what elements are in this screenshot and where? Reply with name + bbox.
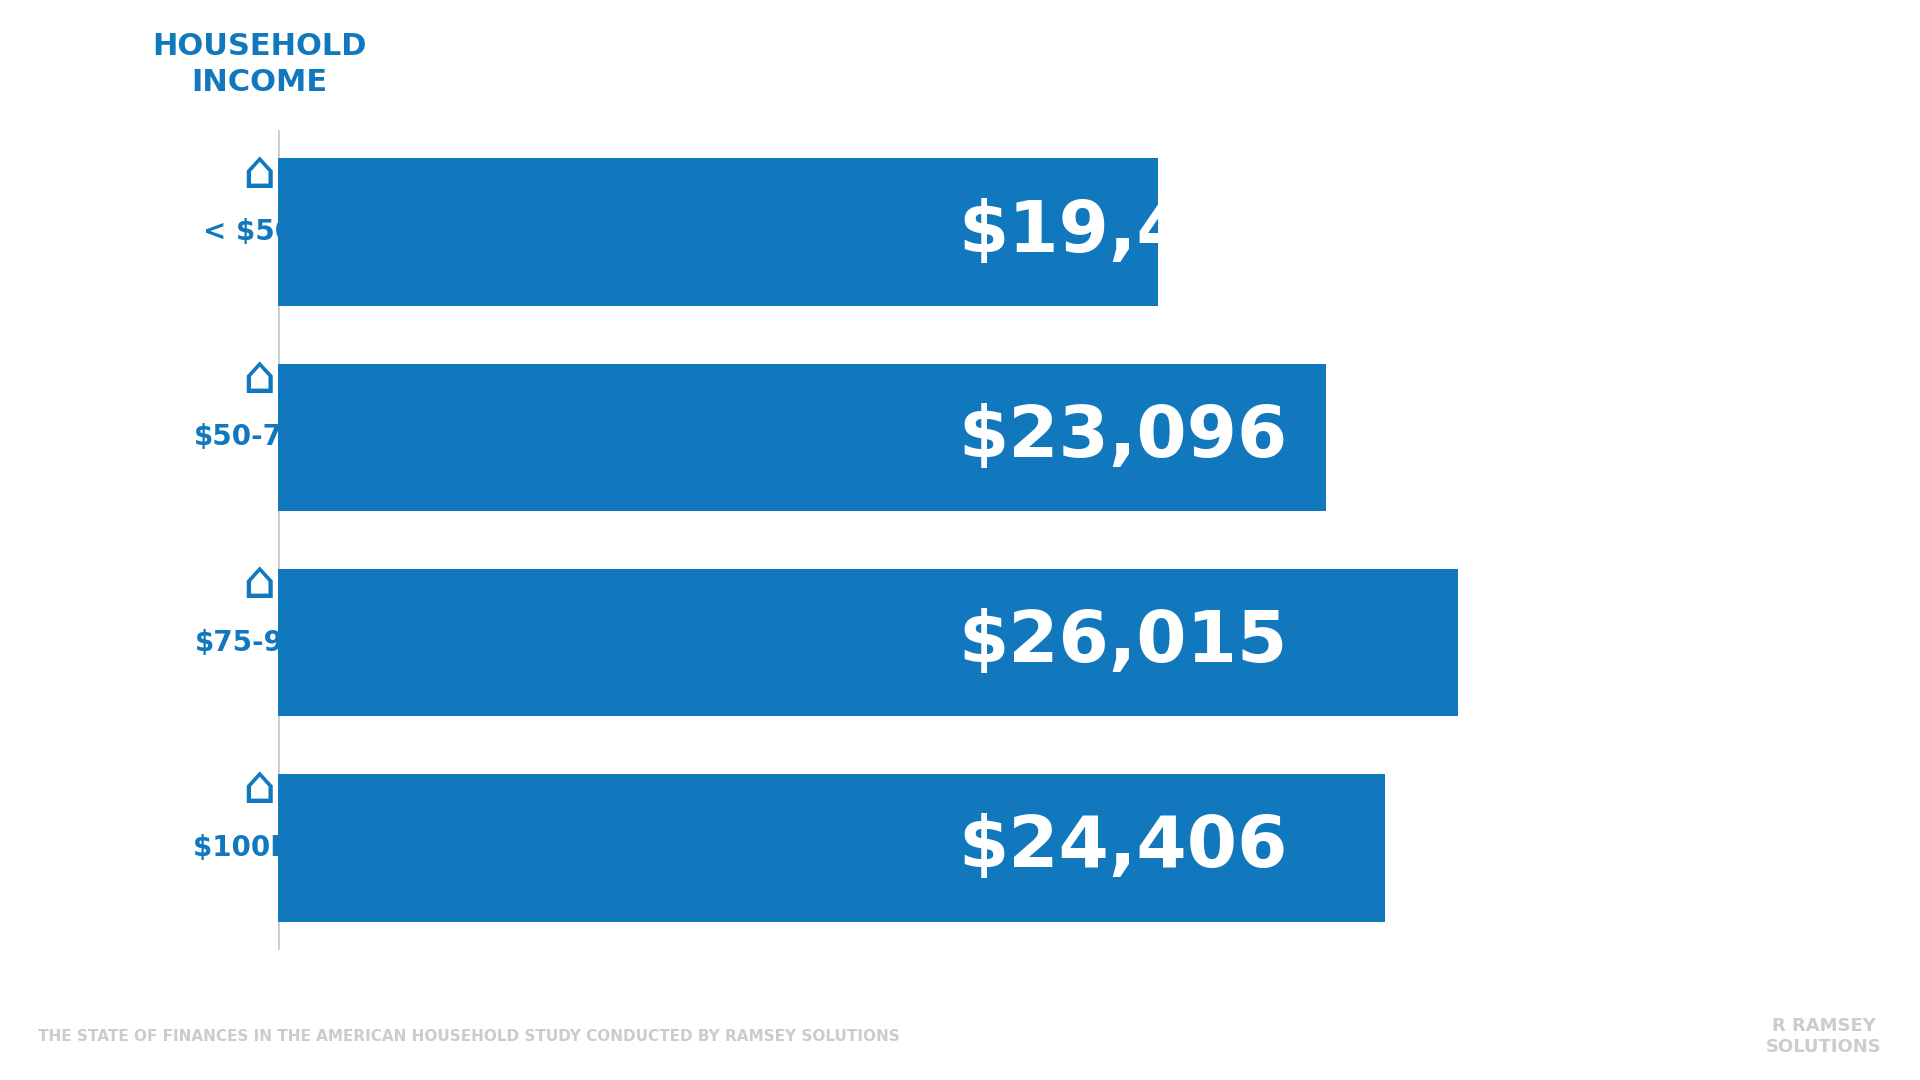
Text: ⌂: ⌂ (242, 557, 276, 609)
Text: $75-99K: $75-99K (194, 629, 324, 657)
Text: R RAMSEY
SOLUTIONS: R RAMSEY SOLUTIONS (1766, 1017, 1882, 1056)
Text: $23,096: $23,096 (958, 403, 1288, 472)
Text: < $50K: < $50K (204, 218, 315, 246)
Text: ⌂: ⌂ (242, 352, 276, 404)
Text: $19,401: $19,401 (958, 198, 1288, 267)
Text: $100K >: $100K > (194, 834, 324, 862)
Bar (278, 569, 1459, 716)
Text: $50-74K: $50-74K (194, 423, 324, 451)
Text: ⌂: ⌂ (242, 147, 276, 199)
Text: THE STATE OF FINANCES IN THE AMERICAN HOUSEHOLD STUDY CONDUCTED BY RAMSEY SOLUTI: THE STATE OF FINANCES IN THE AMERICAN HO… (38, 1029, 900, 1044)
Bar (278, 774, 1386, 921)
Text: HOUSEHOLD
INCOME: HOUSEHOLD INCOME (152, 32, 367, 97)
Bar (278, 159, 1158, 306)
Bar (278, 364, 1327, 511)
Text: $26,015: $26,015 (958, 608, 1288, 677)
Text: $24,406: $24,406 (958, 813, 1288, 882)
Text: ⌂: ⌂ (242, 762, 276, 814)
